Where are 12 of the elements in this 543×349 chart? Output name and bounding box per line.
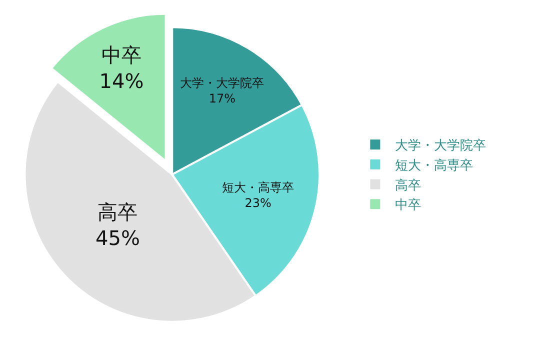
legend-label: 中卒 [395,198,422,214]
legend-label: 短大・高専卒 [395,157,474,174]
slice-label: 短大・高専卒 [222,180,294,195]
data-label: 23% [244,196,272,210]
data-label: 14% [99,69,144,94]
slice-label: 大学・大学院卒 [180,76,264,90]
slice-label: 高卒 [98,200,138,224]
data-label: 45% [95,226,140,250]
legend-label: 大学・大学院卒 [395,138,486,154]
data-label: 17% [208,92,236,106]
slice-label: 中卒 [101,43,142,68]
legend-label: 高卒 [395,177,422,194]
